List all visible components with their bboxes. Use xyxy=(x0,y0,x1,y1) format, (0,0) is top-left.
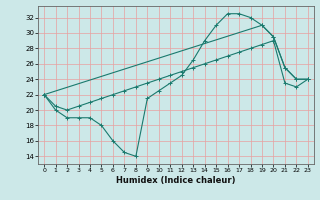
X-axis label: Humidex (Indice chaleur): Humidex (Indice chaleur) xyxy=(116,176,236,185)
